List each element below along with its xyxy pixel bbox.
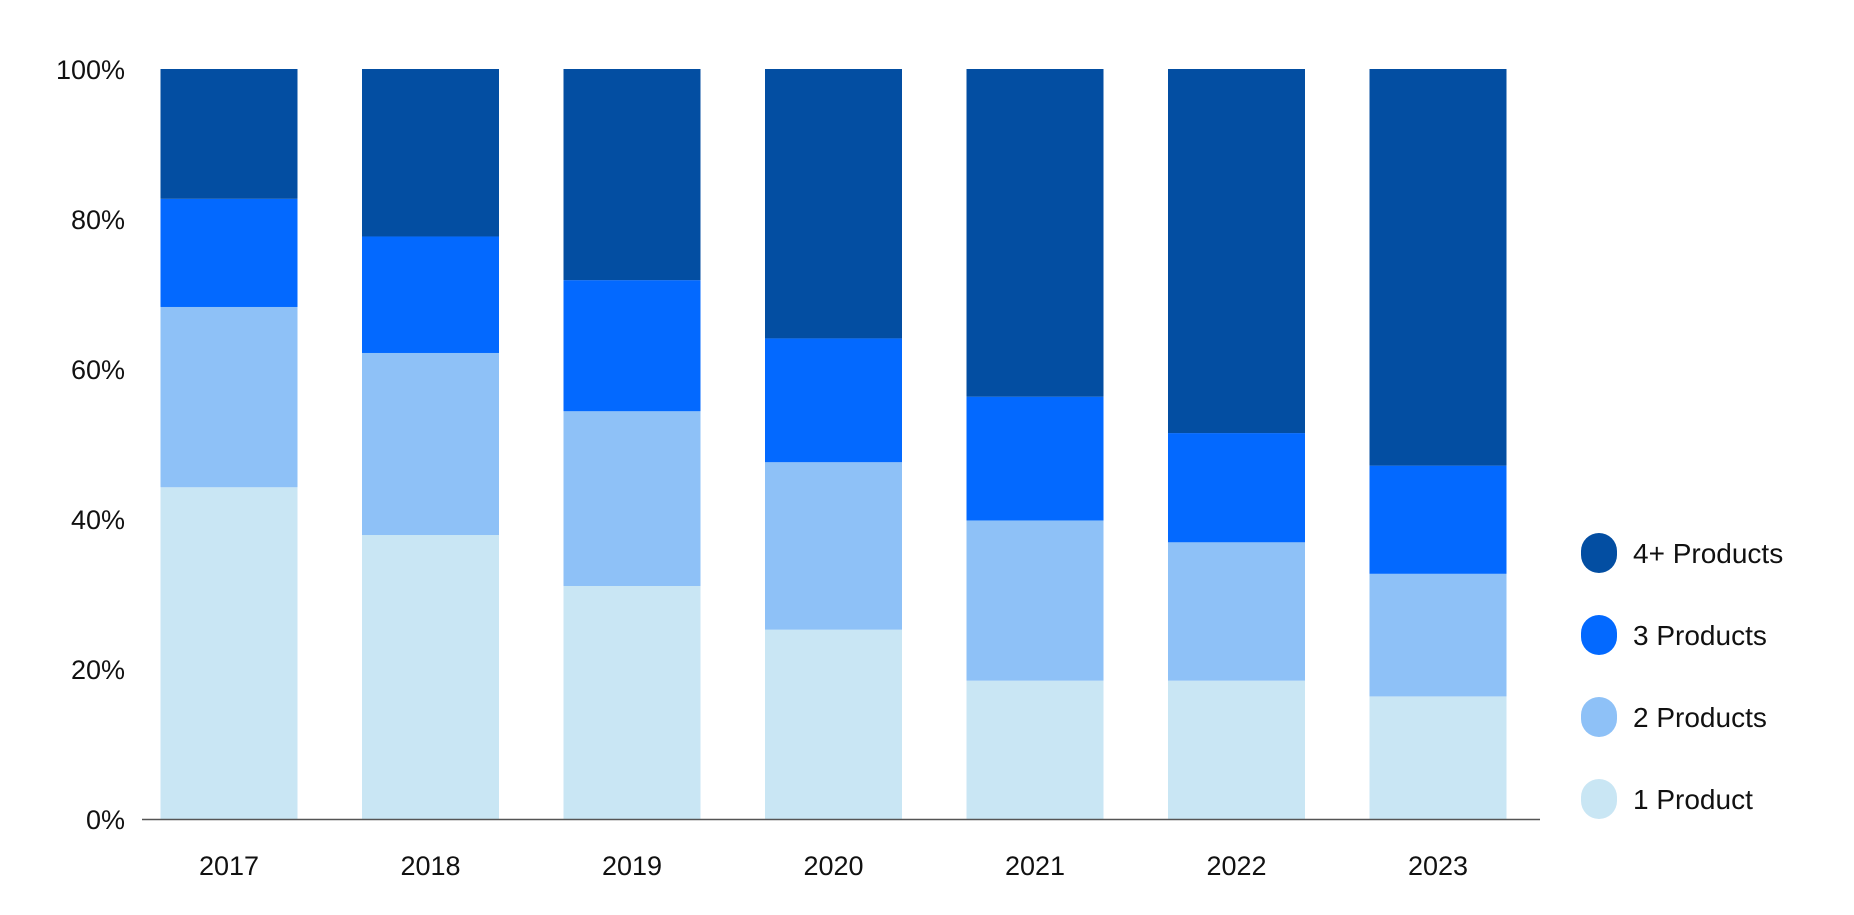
legend-label: 4+ Products [1633, 538, 1783, 569]
bar-segment-3-products-2023 [1369, 465, 1507, 574]
bar-segment-4-products-2023 [1369, 69, 1507, 466]
bar-segment-3-products-2018 [362, 236, 499, 353]
y-tick-label: 0% [86, 805, 125, 835]
y-tick-label: 20% [71, 655, 125, 685]
bar-stack-2019 [563, 69, 701, 819]
bar-segment-2-products-2022 [1168, 542, 1305, 681]
bar-segment-2-products-2019 [563, 411, 701, 586]
y-tick-label: 60% [71, 355, 125, 385]
bar-segment-1-product-2017 [160, 487, 298, 819]
bar-segment-4-products-2020 [765, 69, 902, 339]
bar-segment-1-product-2019 [563, 585, 701, 819]
bar-segment-2-products-2023 [1369, 573, 1507, 697]
x-tick-label: 2017 [199, 851, 259, 881]
legend-item: 1 Product [1581, 779, 1753, 819]
bar-segment-4-products-2018 [362, 69, 499, 237]
bar-segment-2-products-2017 [160, 306, 298, 488]
legend-label: 3 Products [1633, 620, 1767, 651]
legend: 4+ Products 3 Products 2 Products 1 Product [1581, 533, 1783, 819]
bar-segment-3-products-2019 [563, 280, 701, 412]
bar-stack-2018 [362, 69, 499, 819]
bar-segment-4-products-2017 [160, 69, 298, 199]
x-tick-label: 2022 [1206, 851, 1266, 881]
legend-swatch [1581, 615, 1617, 655]
legend-swatch [1581, 779, 1617, 819]
y-tick-label: 80% [71, 205, 125, 235]
x-tick-label: 2019 [602, 851, 662, 881]
legend-swatch [1581, 697, 1617, 737]
legend-item: 3 Products [1581, 615, 1767, 655]
bar-segment-3-products-2022 [1168, 433, 1305, 543]
bar-segment-4-products-2021 [966, 69, 1104, 397]
x-tick-label: 2020 [803, 851, 863, 881]
y-tick-label: 100% [56, 55, 125, 85]
bar-segment-2-products-2021 [966, 520, 1104, 681]
bar-stack-2023 [1369, 69, 1507, 819]
bar-segment-1-product-2021 [966, 680, 1104, 819]
bar-stacks [160, 69, 1507, 819]
x-tick-label: 2023 [1408, 851, 1468, 881]
x-tick-label: 2018 [400, 851, 460, 881]
y-axis-ticks: 0% 20% 40% 60% 80% 100% [56, 55, 125, 835]
x-axis-labels: 2017 2018 2019 2020 2021 2022 2023 [199, 851, 1468, 881]
bar-segment-4-products-2019 [563, 69, 701, 281]
y-tick-label: 40% [71, 505, 125, 535]
bar-segment-3-products-2017 [160, 198, 298, 307]
bar-segment-4-products-2022 [1168, 69, 1305, 434]
bar-segment-3-products-2021 [966, 396, 1104, 521]
bar-stack-2022 [1168, 69, 1305, 819]
legend-item: 4+ Products [1581, 533, 1783, 573]
legend-swatch [1581, 533, 1617, 573]
bar-stack-2017 [160, 69, 298, 819]
bar-segment-1-product-2020 [765, 629, 902, 819]
bar-segment-2-products-2018 [362, 352, 499, 536]
bar-segment-1-product-2018 [362, 535, 499, 819]
bar-segment-1-product-2022 [1168, 680, 1305, 819]
legend-label: 2 Products [1633, 702, 1767, 733]
x-tick-label: 2021 [1005, 851, 1065, 881]
bar-stack-2020 [765, 69, 902, 819]
bar-segment-3-products-2020 [765, 338, 902, 463]
bar-segment-1-product-2023 [1369, 696, 1507, 819]
bar-segment-2-products-2020 [765, 462, 902, 630]
legend-item: 2 Products [1581, 697, 1767, 737]
legend-label: 1 Product [1633, 784, 1753, 815]
bar-stack-2021 [966, 69, 1104, 819]
